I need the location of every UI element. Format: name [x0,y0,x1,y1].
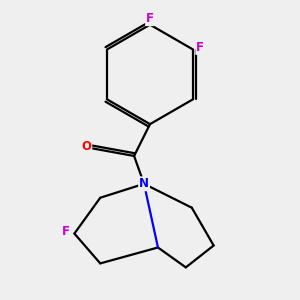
Text: F: F [61,225,70,238]
Text: N: N [139,177,149,190]
Text: F: F [196,41,204,54]
Text: F: F [146,12,154,25]
Text: O: O [81,140,91,152]
